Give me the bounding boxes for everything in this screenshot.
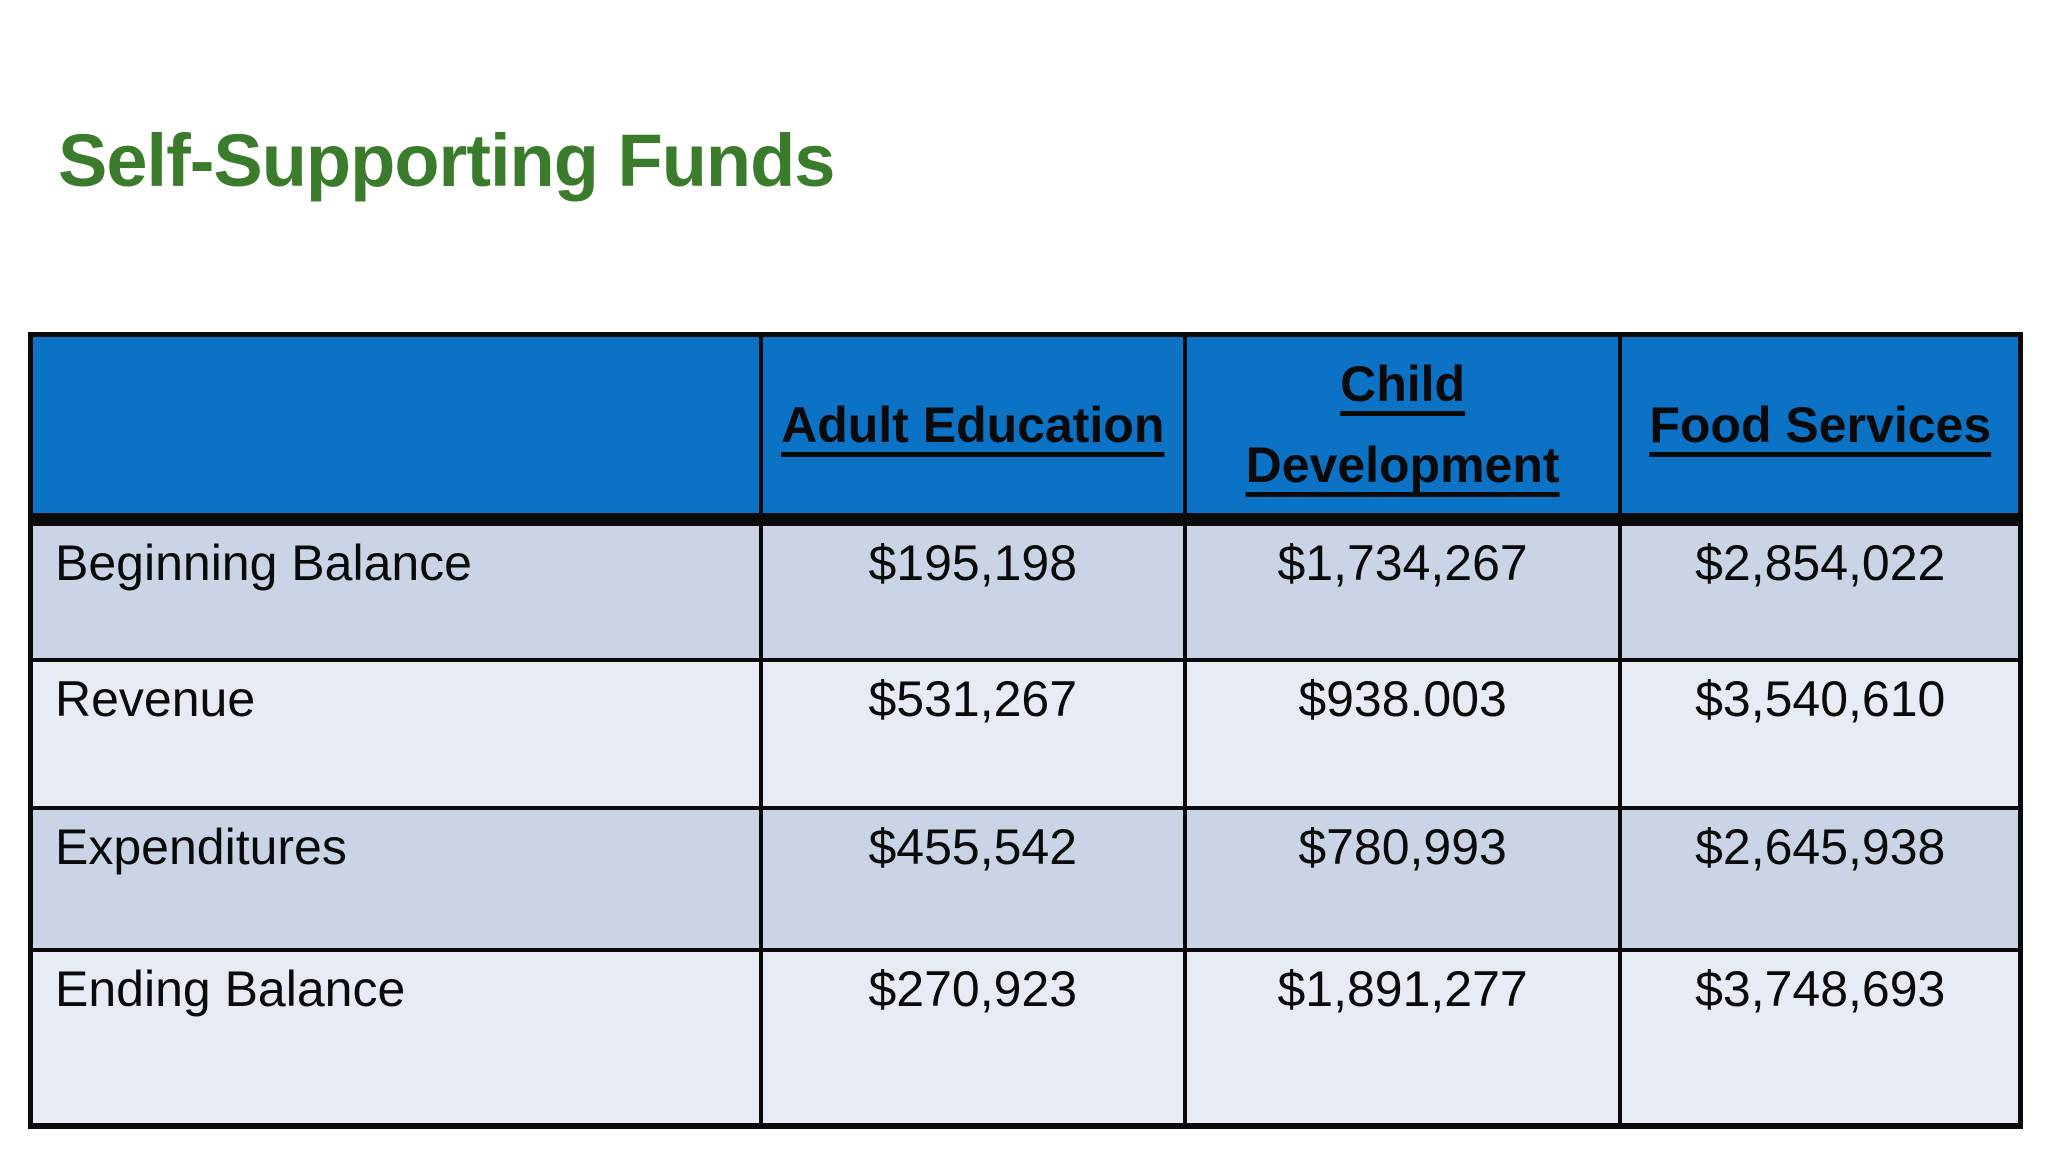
value-cell: $938.003	[1182, 657, 1623, 810]
value-cell: $2,854,022	[1618, 517, 2023, 662]
table-row-ending-balance: Ending Balance $270,923 $1,891,277 $3,74…	[28, 947, 2023, 1129]
column-header-label: Food Services	[1649, 396, 1992, 453]
table-header-row: Adult Education Child Development Food S…	[28, 332, 2023, 526]
row-label-cell: Revenue	[28, 657, 763, 810]
row-label-cell: Expenditures	[28, 805, 763, 952]
row-label-cell: Ending Balance	[28, 947, 763, 1129]
value-cell: $2,645,938	[1618, 805, 2023, 952]
corner-header-cell	[28, 332, 763, 526]
value-cell: $270,923	[758, 947, 1187, 1129]
value-cell: $1,891,277	[1182, 947, 1623, 1129]
column-header-adult-education: Adult Education	[758, 332, 1187, 526]
table-row-revenue: Revenue $531,267 $938.003 $3,540,610	[28, 657, 2023, 810]
column-header-label: Adult Education	[781, 396, 1165, 453]
value-cell: $1,734,267	[1182, 517, 1623, 662]
table-row-beginning-balance: Beginning Balance $195,198 $1,734,267 $2…	[28, 517, 2023, 662]
value-cell: $455,542	[758, 805, 1187, 952]
value-cell: $531,267	[758, 657, 1187, 810]
row-label-cell: Beginning Balance	[28, 517, 763, 662]
value-cell: $195,198	[758, 517, 1187, 662]
table-row-expenditures: Expenditures $455,542 $780,993 $2,645,93…	[28, 805, 2023, 952]
column-header-label: Child Development	[1245, 356, 1560, 493]
value-cell: $780,993	[1182, 805, 1623, 952]
value-cell: $3,540,610	[1618, 657, 2023, 810]
value-cell: $3,748,693	[1618, 947, 2023, 1129]
column-header-food-services: Food Services	[1618, 332, 2023, 526]
page-title: Self-Supporting Funds	[58, 119, 835, 202]
self-supporting-funds-table: Adult Education Child Development Food S…	[28, 332, 2023, 1129]
column-header-child-development: Child Development	[1182, 332, 1623, 526]
